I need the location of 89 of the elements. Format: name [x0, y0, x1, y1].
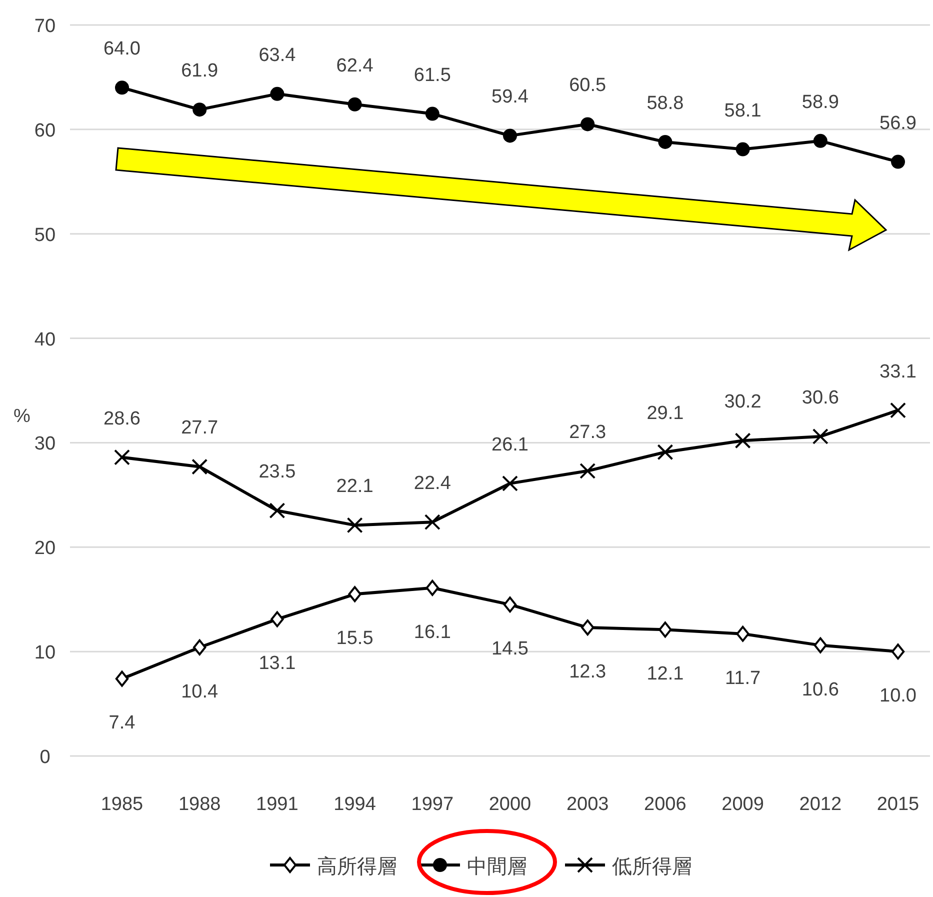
data-label: 58.8 [646, 92, 684, 114]
data-label: 23.5 [258, 462, 296, 483]
legend-label: 高所得層 [317, 855, 397, 878]
y-tick-label: 0 [40, 747, 50, 768]
point [657, 444, 674, 460]
legend-label: 中間層 [467, 856, 527, 878]
y-tick-label: 50 [34, 224, 56, 246]
data-label: 10.6 [802, 679, 839, 700]
x-tick-label: 2003 [566, 794, 609, 815]
point [269, 502, 286, 519]
data-label: 28.6 [104, 408, 140, 430]
point [348, 586, 362, 602]
point [736, 142, 750, 156]
point [115, 670, 129, 687]
data-label: 22.4 [414, 473, 452, 494]
data-label: 30.2 [724, 392, 762, 413]
data-label: 62.4 [336, 55, 374, 76]
data-label: 27.7 [181, 418, 218, 439]
y-tick-label: 70 [34, 16, 56, 37]
point [192, 102, 207, 117]
x-tick-label: 1985 [100, 794, 144, 815]
data-label: 61.5 [414, 64, 451, 86]
x-tick-label: 1994 [334, 794, 376, 815]
point [192, 458, 208, 475]
x-tick-label: 2009 [722, 794, 764, 815]
point [812, 428, 828, 444]
data-label: 58.1 [724, 100, 762, 122]
data-label: 58.9 [802, 92, 839, 113]
data-label: 13.1 [258, 653, 296, 674]
x-tick-label: 2015 [876, 794, 920, 815]
point [736, 626, 750, 642]
point [890, 402, 906, 418]
point [658, 622, 672, 638]
y-axis-title: % [14, 406, 31, 427]
data-label: 30.6 [802, 387, 839, 408]
point [580, 117, 595, 132]
point [346, 517, 363, 534]
data-label: 11.7 [725, 668, 761, 689]
x-tick-label: 1988 [178, 794, 221, 815]
data-label: 22.1 [336, 476, 374, 498]
data-label: 16.1 [414, 622, 451, 643]
point [348, 97, 362, 112]
point [193, 639, 206, 656]
point [115, 80, 129, 95]
data-label: 56.9 [880, 112, 916, 134]
point [734, 432, 751, 449]
y-tick-label: 30 [34, 434, 56, 455]
data-label: 7.4 [108, 712, 136, 734]
point [270, 86, 284, 101]
point [580, 462, 596, 479]
point [503, 596, 517, 613]
point [425, 106, 440, 121]
x-tick-label: 2006 [644, 794, 686, 815]
point [502, 475, 518, 492]
point [813, 134, 828, 148]
point [891, 154, 905, 169]
point [114, 449, 130, 466]
data-label: 61.9 [181, 60, 218, 82]
point [658, 134, 672, 149]
y-tick-label: 20 [34, 538, 56, 560]
data-label: 14.5 [492, 638, 528, 660]
y-tick-label: 40 [34, 329, 56, 350]
point [424, 514, 440, 530]
point [814, 637, 827, 654]
data-label: 60.5 [569, 75, 606, 96]
data-label: 26.1 [492, 434, 528, 456]
y-tick-label: 10 [34, 642, 56, 664]
point [503, 128, 517, 143]
data-label: 27.3 [569, 422, 606, 443]
point [426, 580, 439, 596]
x-tick-label: 1991 [256, 794, 298, 815]
data-label: 12.1 [646, 664, 684, 685]
data-label: 10.4 [181, 681, 219, 702]
point [270, 611, 284, 628]
point [581, 620, 594, 636]
y-tick-label: 60 [34, 120, 56, 142]
x-tick-label: 2000 [488, 794, 532, 815]
legend-label: 低所得層 [612, 856, 692, 878]
point [891, 644, 905, 660]
data-label: 10.0 [880, 686, 916, 707]
data-label: 64.0 [104, 38, 140, 60]
data-label: 29.1 [646, 403, 684, 424]
data-label: 12.3 [569, 662, 606, 683]
data-label: 33.1 [880, 361, 916, 382]
data-label: 15.5 [336, 628, 374, 650]
data-label: 63.4 [258, 44, 296, 66]
data-label: 59.4 [492, 86, 529, 108]
x-tick-label: 2012 [799, 794, 842, 815]
x-tick-label: 1997 [411, 794, 454, 815]
